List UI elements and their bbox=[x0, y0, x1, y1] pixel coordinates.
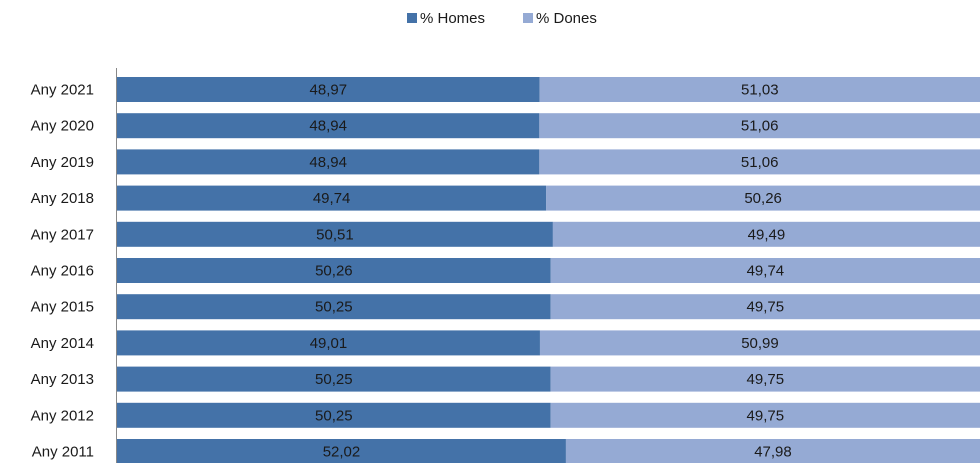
category-label: Any 2016 bbox=[31, 263, 94, 280]
data-label: 48,94 bbox=[309, 118, 347, 135]
bar-segment-dones bbox=[539, 113, 980, 139]
data-label: 50,26 bbox=[744, 190, 782, 207]
bar-segment-homes bbox=[117, 402, 551, 428]
data-label: 49,01 bbox=[310, 335, 348, 352]
legend-label: % Homes bbox=[420, 10, 485, 27]
bar-segment-dones bbox=[539, 330, 980, 356]
data-label: 51,06 bbox=[741, 154, 779, 171]
bar-segment-dones bbox=[550, 366, 980, 392]
bar-segment-dones bbox=[550, 402, 980, 428]
data-label: 50,25 bbox=[315, 407, 353, 424]
category-labels: Any 2021 Any 2020 Any 2019 Any 2018 Any 2017… bbox=[31, 82, 94, 461]
bar-segment-homes bbox=[117, 113, 540, 139]
data-label: 50,26 bbox=[315, 263, 353, 280]
data-label: 49,74 bbox=[747, 263, 785, 280]
data-label: 49,75 bbox=[747, 407, 785, 424]
bar-segment-homes bbox=[117, 221, 553, 247]
bar-segment-homes bbox=[117, 330, 540, 356]
legend-label: % Dones bbox=[536, 10, 597, 27]
category-label: Any 2015 bbox=[31, 299, 94, 316]
data-label: 48,97 bbox=[310, 82, 348, 99]
data-label: 49,75 bbox=[747, 371, 785, 388]
category-label: Any 2014 bbox=[31, 335, 94, 352]
bar-segment-dones bbox=[539, 77, 980, 102]
data-label: 50,51 bbox=[316, 226, 354, 243]
category-label: Any 2012 bbox=[31, 407, 94, 424]
bar-segment-homes bbox=[117, 294, 551, 320]
bar-segment-homes bbox=[117, 258, 551, 283]
category-label: Any 2018 bbox=[31, 190, 94, 207]
bar-segment-homes bbox=[117, 439, 566, 463]
legend-swatch bbox=[407, 13, 417, 23]
data-label: 50,25 bbox=[315, 299, 353, 316]
data-label: 49,74 bbox=[313, 190, 351, 207]
data-label: 49,75 bbox=[747, 299, 785, 316]
bar-segment-dones bbox=[552, 221, 980, 247]
bar-segment-homes bbox=[117, 77, 540, 102]
bar-segment-dones bbox=[550, 294, 980, 320]
data-label: 51,03 bbox=[741, 82, 779, 99]
bar-segment-homes bbox=[117, 149, 540, 175]
data-label: 50,25 bbox=[315, 371, 353, 388]
data-label: 48,94 bbox=[309, 154, 347, 171]
bar-segment-dones bbox=[546, 185, 980, 211]
legend: % Homes % Dones bbox=[407, 10, 597, 27]
bar-segment-homes bbox=[117, 185, 547, 211]
data-label: 50,99 bbox=[741, 335, 779, 352]
bar-segment-homes bbox=[117, 366, 551, 392]
category-label: Any 2020 bbox=[31, 118, 94, 135]
bar-segment-dones bbox=[539, 149, 980, 175]
category-label: Any 2021 bbox=[31, 82, 94, 99]
data-label: 47,98 bbox=[754, 444, 792, 461]
bars: 48,97 51,03 48,94 51,06 48,94 51,06 49,74 50,26… bbox=[117, 77, 980, 463]
legend-swatch bbox=[523, 13, 533, 23]
data-label: 52,02 bbox=[323, 444, 361, 461]
category-label: Any 2011 bbox=[32, 444, 94, 461]
data-label: 49,49 bbox=[748, 226, 786, 243]
category-label: Any 2013 bbox=[31, 371, 94, 388]
category-label: Any 2017 bbox=[31, 226, 94, 243]
bar-segment-dones bbox=[550, 258, 980, 283]
bar-segment-dones bbox=[565, 439, 980, 463]
data-label: 51,06 bbox=[741, 118, 779, 135]
category-label: Any 2019 bbox=[31, 154, 94, 171]
